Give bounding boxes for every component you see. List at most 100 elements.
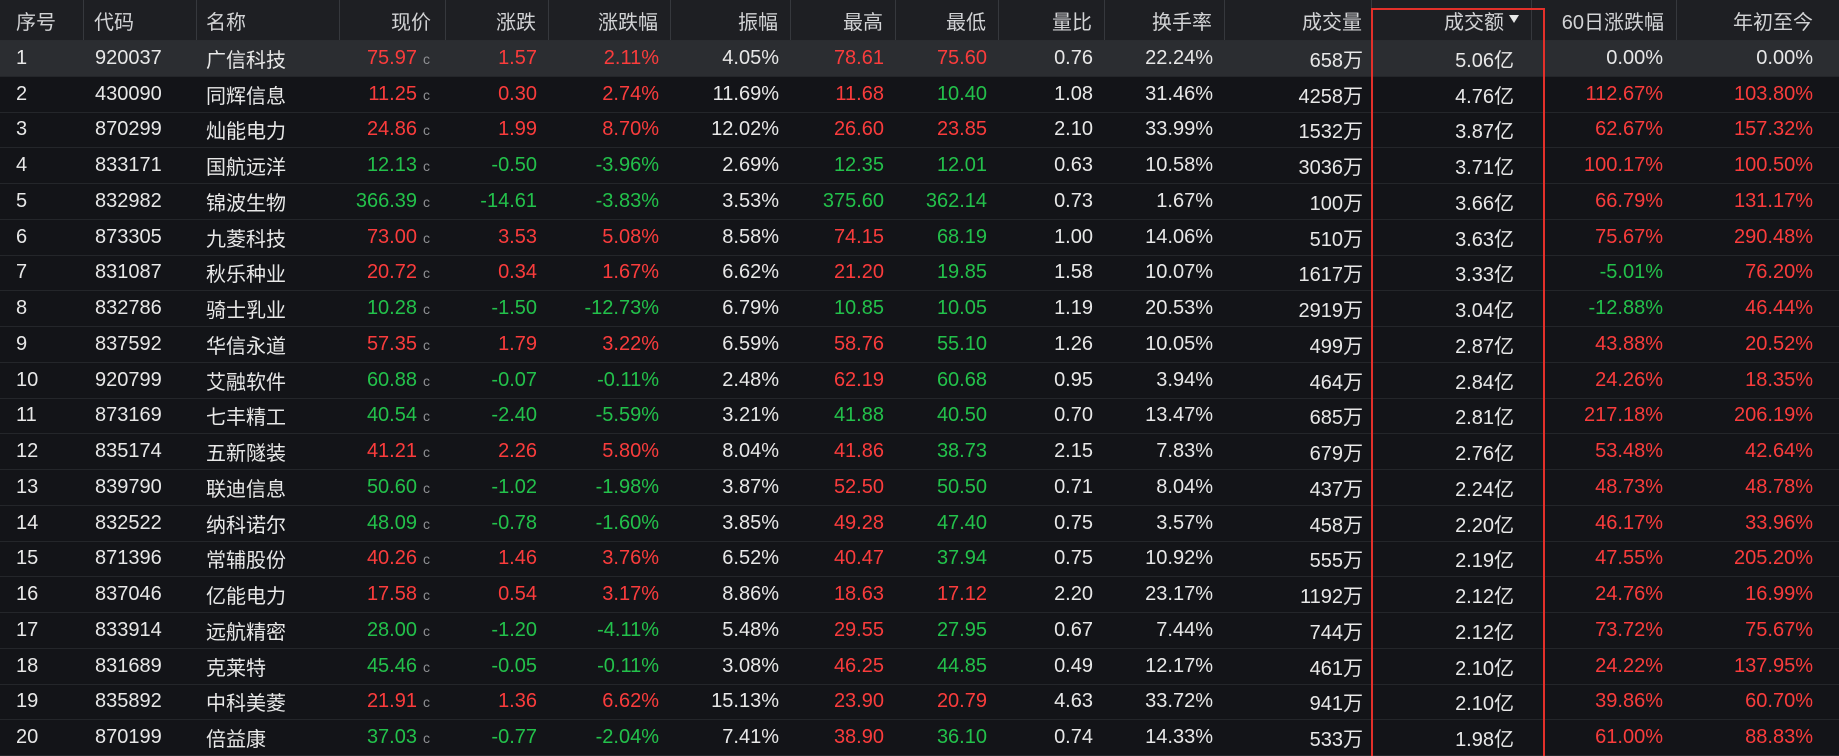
cell-rank: 10 — [16, 368, 39, 391]
column-header-change-pct[interactable]: 涨跌幅 — [549, 0, 671, 40]
cell-volume: 744万 — [1309, 621, 1363, 644]
cell-amount: 3.04亿 — [1455, 300, 1514, 323]
table-row[interactable]: 11 873169 七丰精工 40.54 c -2.40 -5.59% 3.21% 41.88 4… — [0, 399, 1839, 435]
cell-amount: 2.12亿 — [1455, 586, 1514, 609]
cell-change-ytd: 100.50% — [1734, 154, 1813, 177]
cell-high: 23.90 — [833, 690, 884, 713]
table-row[interactable]: 3 870299 灿能电力 24.86 c 1.99 8.70% 12.02% 26.60 23.… — [0, 113, 1839, 149]
cell-change: 1.79 — [498, 332, 537, 355]
table-row[interactable]: 7 831087 秋乐种业 20.72 c 0.34 1.67% 6.62% 21.20 19.8… — [0, 256, 1839, 292]
column-header-high[interactable]: 最高 — [791, 0, 896, 40]
table-row[interactable]: 5 832982 锦波生物 366.39 c -14.61 -3.83% 3.53% 375.6… — [0, 184, 1839, 220]
column-header-rank[interactable]: 序号 — [0, 0, 84, 40]
table-row[interactable]: 2 430090 同辉信息 11.25 c 0.30 2.74% 11.69% 11.68 10.… — [0, 77, 1839, 113]
price-value: 41.21 — [366, 440, 417, 463]
cell-change-ytd: 42.64% — [1745, 440, 1813, 463]
price-value-group: 50.60 c — [367, 476, 430, 499]
cell-high: 78.61 — [833, 46, 884, 69]
cell-low: 60.68 — [936, 368, 987, 391]
cell-high: 10.85 — [833, 297, 884, 320]
cell-amplitude: 11.69% — [712, 82, 779, 105]
price-value: 45.46 — [366, 654, 417, 677]
cell-high: 38.90 — [833, 726, 884, 749]
table-row[interactable]: 9 837592 华信永道 57.35 c 1.79 3.22% 6.59% 58.76 55.1… — [0, 327, 1839, 363]
cell-amount: 2.12亿 — [1455, 621, 1514, 644]
cell-price: 37.03 c — [340, 720, 446, 755]
cell-code: 833171 — [95, 154, 162, 177]
cell-change: 3.53 — [498, 225, 537, 248]
cell-change-60d: 46.17% — [1595, 511, 1663, 534]
cell-change-ytd: 88.83% — [1745, 726, 1813, 749]
cell-code: 870199 — [95, 726, 162, 749]
cell-change-60d: 0.00% — [1606, 46, 1663, 69]
cell-price: 17.58 c — [340, 577, 446, 612]
cell-change: -0.77 — [491, 726, 537, 749]
cell-change: 1.57 — [498, 46, 537, 69]
column-header-low[interactable]: 最低 — [896, 0, 999, 40]
cell-change-ytd: 131.17% — [1734, 189, 1813, 212]
cell-volume: 437万 — [1309, 478, 1363, 501]
column-header-volume[interactable]: 成交量 — [1225, 0, 1372, 40]
cell-amplitude: 12.02% — [711, 118, 779, 141]
cell-change-pct: -12.73% — [584, 297, 660, 320]
column-header-change[interactable]: 涨跌 — [446, 0, 549, 40]
cell-change-60d: 75.67% — [1595, 225, 1663, 248]
column-header-amplitude[interactable]: 振幅 — [671, 0, 791, 40]
cell-low: 19.85 — [936, 261, 987, 284]
price-value-group: 60.88 c — [367, 369, 430, 392]
cell-turnover: 31.46% — [1145, 82, 1213, 105]
table-row[interactable]: 12 835174 五新隧装 41.21 c 2.26 5.80% 8.04% 41.86 38.… — [0, 434, 1839, 470]
cell-volume: 679万 — [1309, 443, 1363, 466]
column-header-code[interactable]: 代码 — [84, 0, 197, 40]
column-header-price[interactable]: 现价 — [340, 0, 446, 40]
cell-name: 广信科技 — [206, 49, 286, 72]
price-value-group: 45.46 c — [367, 655, 430, 678]
column-header-turnover[interactable]: 换手率 — [1105, 0, 1225, 40]
cell-price: 60.88 c — [340, 363, 446, 398]
table-row[interactable]: 8 832786 骑士乳业 10.28 c -1.50 -12.73% 6.79% 10.85 1… — [0, 291, 1839, 327]
price-marker: c — [423, 479, 430, 496]
cell-price: 73.00 c — [340, 220, 446, 255]
table-row[interactable]: 18 831689 克莱特 45.46 c -0.05 -0.11% 3.08% 46.25 44… — [0, 649, 1839, 685]
column-header-change-ytd[interactable]: 年初至今 — [1733, 11, 1813, 34]
price-value: 11.25 — [368, 82, 417, 105]
cell-rank: 5 — [16, 189, 28, 212]
cell-turnover: 12.17% — [1145, 654, 1213, 677]
table-row[interactable]: 20 870199 倍益康 37.03 c -0.77 -2.04% 7.41% 38.90 36… — [0, 720, 1839, 756]
column-header-amount[interactable]: 成交额 — [1372, 0, 1532, 40]
cell-high: 41.88 — [833, 404, 884, 427]
price-value-group: 366.39 c — [356, 190, 430, 213]
cell-name: 华信永道 — [206, 335, 286, 358]
table-row[interactable]: 4 833171 国航远洋 12.13 c -0.50 -3.96% 2.69% 12.35 12… — [0, 148, 1839, 184]
cell-name: 五新隧装 — [206, 443, 286, 466]
price-marker: c — [423, 730, 430, 747]
price-value-group: 10.28 c — [367, 297, 430, 320]
cell-change-ytd: 60.70% — [1745, 690, 1813, 713]
cell-low: 75.60 — [936, 46, 987, 69]
table-row[interactable]: 17 833914 远航精密 28.00 c -1.20 -4.11% 5.48% 29.55 2… — [0, 613, 1839, 649]
table-row[interactable]: 14 832522 纳科诺尔 48.09 c -0.78 -1.60% 3.85% 49.28 4… — [0, 506, 1839, 542]
table-row[interactable]: 15 871396 常辅股份 40.26 c 1.46 3.76% 6.52% 40.47 37.… — [0, 542, 1839, 578]
table-row[interactable]: 19 835892 中科美菱 21.91 c 1.36 6.62% 15.13% 23.90 20… — [0, 685, 1839, 721]
cell-amplitude: 3.53% — [722, 189, 779, 212]
table-row[interactable]: 6 873305 九菱科技 73.00 c 3.53 5.08% 8.58% 74.15 68.1… — [0, 220, 1839, 256]
cell-rank: 9 — [16, 332, 28, 355]
column-header-volume-ratio[interactable]: 量比 — [999, 0, 1105, 40]
cell-name: 联迪信息 — [206, 478, 286, 501]
cell-volume: 1532万 — [1298, 121, 1364, 144]
cell-low: 37.94 — [936, 547, 987, 570]
cell-high: 29.55 — [833, 618, 884, 641]
cell-amplitude: 5.48% — [722, 618, 779, 641]
table-row[interactable]: 13 839790 联迪信息 50.60 c -1.02 -1.98% 3.87% 52.50 5… — [0, 470, 1839, 506]
cell-volume: 4258万 — [1298, 85, 1364, 108]
table-row[interactable]: 1 920037 广信科技 75.97 c 1.57 2.11% 4.05% 78.61 75.6… — [0, 41, 1839, 77]
cell-low: 38.73 — [936, 440, 987, 463]
price-value-group: 24.86 c — [367, 118, 430, 141]
column-header-change-60d[interactable]: 60日涨跌幅 — [1532, 0, 1677, 40]
cell-volume-ratio: 0.73 — [1054, 189, 1093, 212]
cell-change-60d: 66.79% — [1595, 189, 1663, 212]
cell-change-pct: 8.70% — [602, 118, 659, 141]
table-row[interactable]: 16 837046 亿能电力 17.58 c 0.54 3.17% 8.86% 18.63 17.… — [0, 577, 1839, 613]
column-header-name[interactable]: 名称 — [197, 0, 340, 40]
table-row[interactable]: 10 920799 艾融软件 60.88 c -0.07 -0.11% 2.48% 62.19 6… — [0, 363, 1839, 399]
